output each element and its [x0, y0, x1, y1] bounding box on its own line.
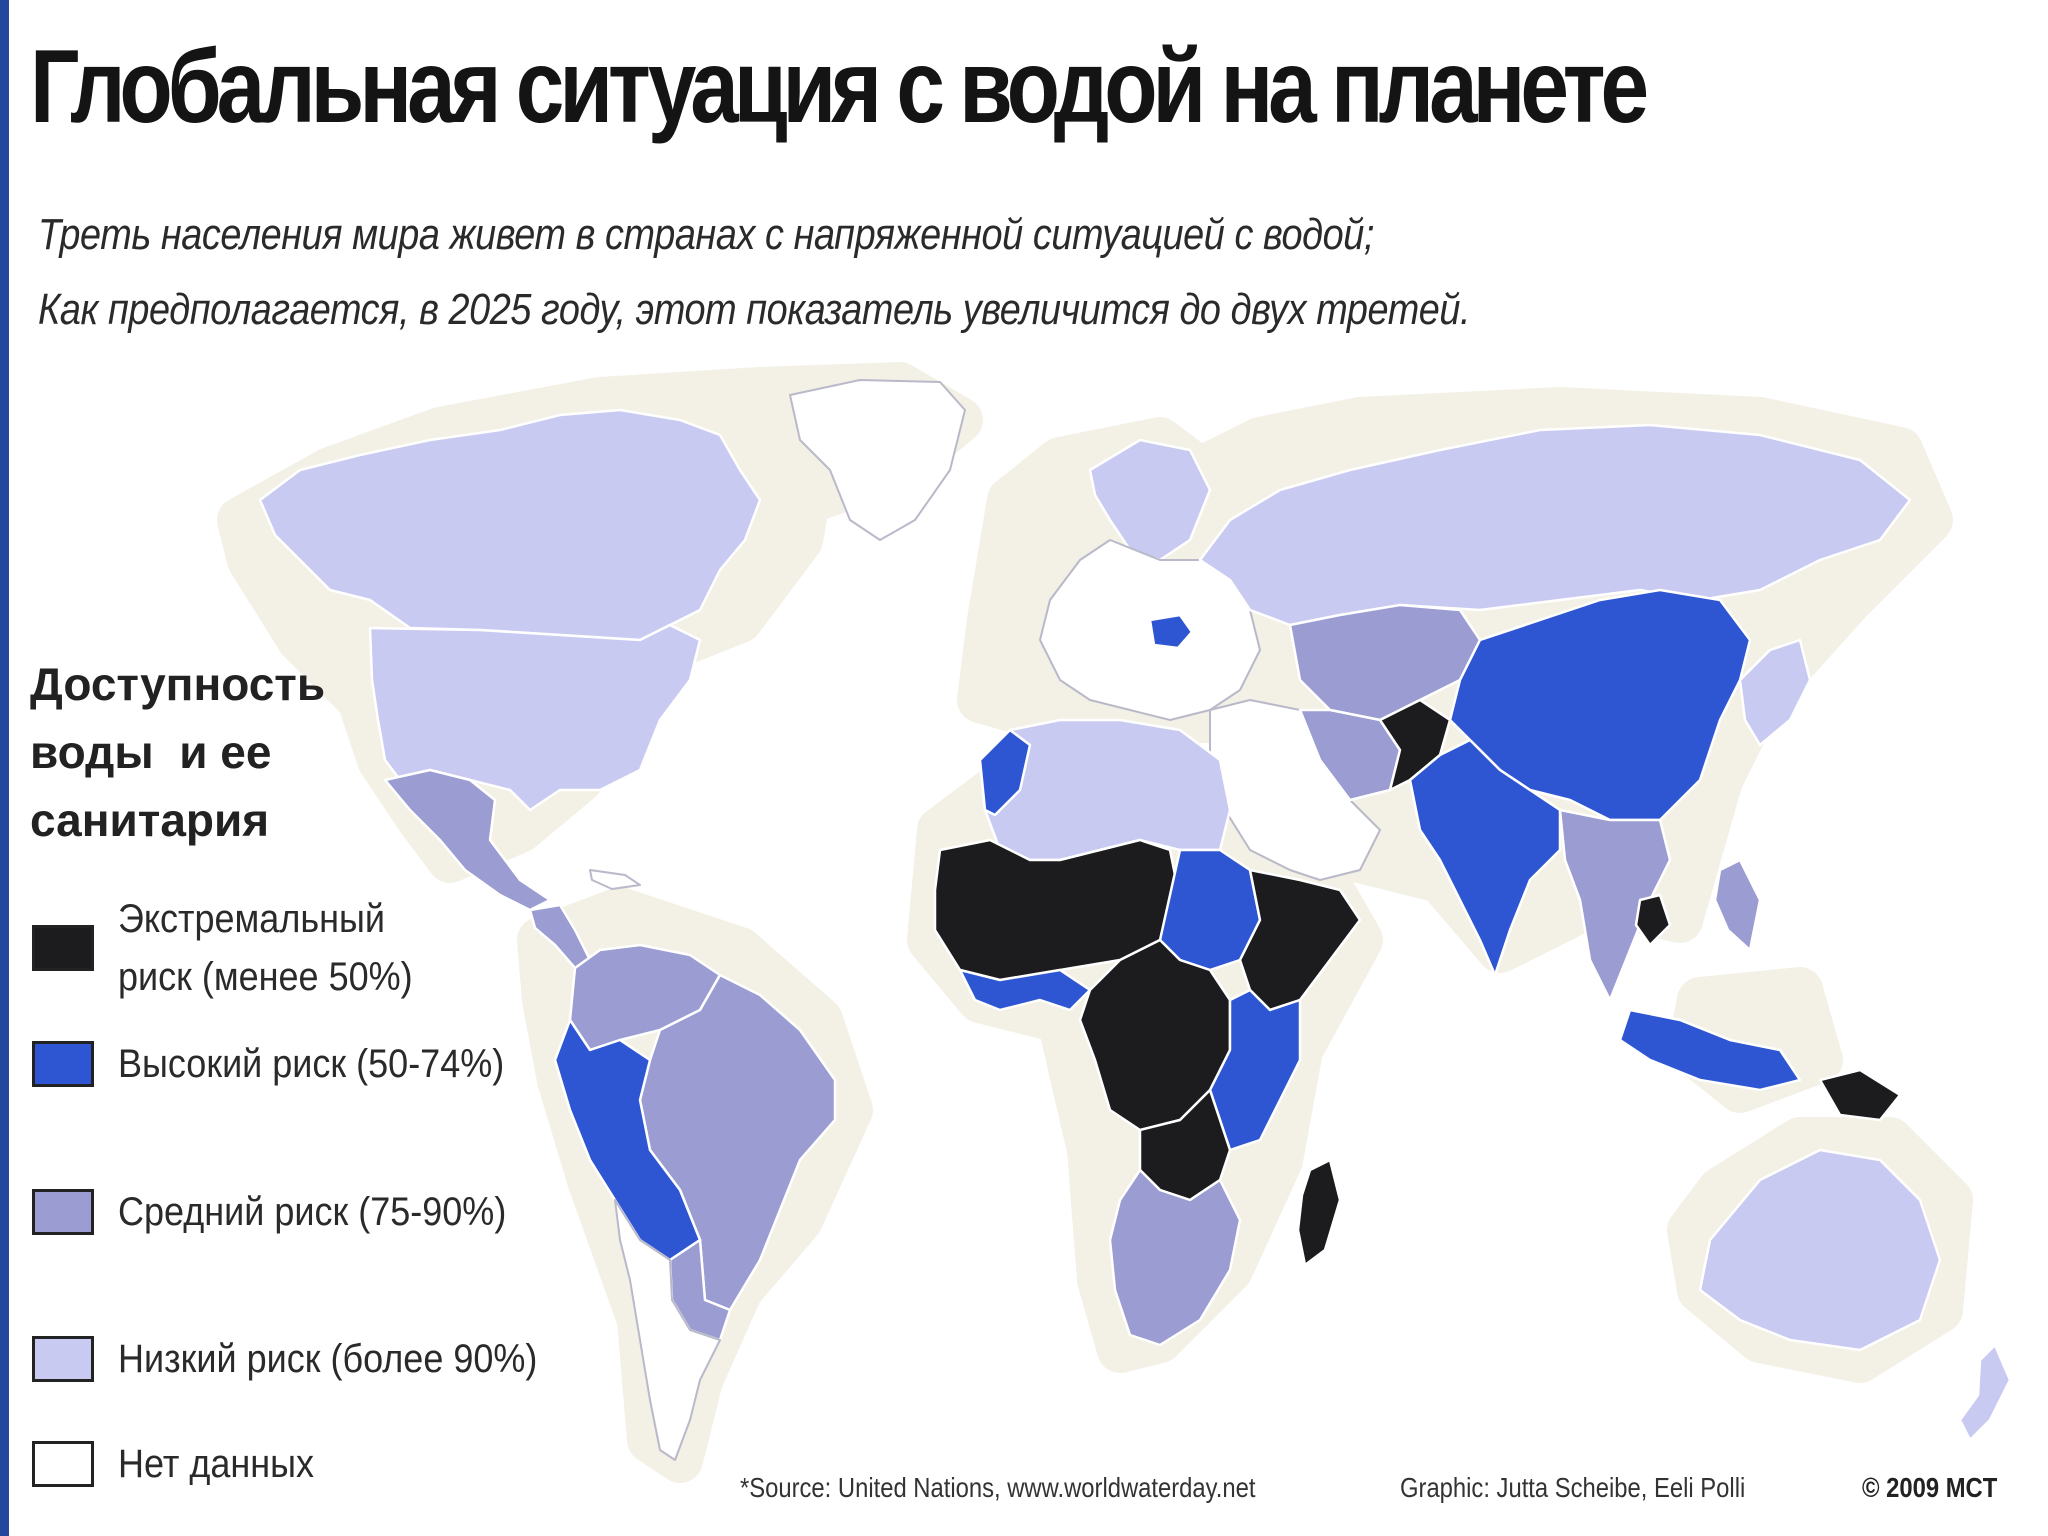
region-scandinavia [1088, 438, 1212, 562]
country-regions [258, 379, 2012, 1461]
legend-item-low: Низкий риск (более 90%) [32, 1330, 584, 1388]
region-chile-argentina [614, 1199, 721, 1461]
region-madagascar [1296, 1158, 1342, 1267]
legend-title-line-2: воды и ее [30, 726, 272, 778]
footer-graphic: Graphic: Jutta Scheibe, Eeli Polli [1400, 1472, 1746, 1503]
footer-source: *Source: United Nations, www.worldwaterd… [740, 1472, 1256, 1503]
accent-side-bar [0, 0, 9, 1536]
legend-label-no-data: Нет данных [118, 1442, 314, 1486]
legend-item-high: Высокий риск (50-74%) [32, 1035, 547, 1093]
legend-swatch-extreme [32, 925, 94, 971]
legend-label-medium: Средний риск (75-90%) [118, 1190, 507, 1234]
region-pakistan-india-nepal [1408, 738, 1562, 977]
region-romania [1148, 613, 1194, 650]
legend-title-line-1: Доступность [30, 658, 326, 710]
subtitle-line-2: Как предполагается, в 2025 году, этот по… [38, 285, 1471, 334]
region-east-africa [1208, 988, 1302, 1152]
legend-swatch-low [32, 1336, 94, 1382]
legend-item-extreme: Экстремальный риск (менее 50%) [32, 890, 478, 1006]
region-canada [258, 408, 762, 642]
legend-swatch-no-data [32, 1441, 94, 1487]
legend-label-high: Высокий риск (50-74%) [118, 1042, 505, 1086]
legend-swatch-high [32, 1041, 94, 1087]
region-cambodia [1634, 893, 1672, 947]
legend-item-medium: Средний риск (75-90%) [32, 1183, 549, 1241]
region-usa [368, 623, 702, 812]
footer-copyright: © 2009 MCT [1862, 1472, 1998, 1503]
region-morocco [978, 728, 1032, 817]
region-southern-africa [1108, 1168, 1242, 1347]
region-myanmar-thailand-vietnam [1558, 808, 1672, 1002]
region-philippines [1713, 858, 1762, 952]
region-west-africa-coast [958, 968, 1092, 1012]
legend-swatch-medium [32, 1189, 94, 1235]
subtitle-line-1: Треть населения мира живет в странах с н… [38, 210, 1374, 259]
legend-label-extreme: Экстремальный риск (менее 50%) [118, 897, 413, 999]
page-title: Глобальная ситуация с водой на планете [30, 29, 1649, 145]
legend-title-line-3: санитария [30, 794, 270, 846]
legend-label-low: Низкий риск (более 90%) [118, 1337, 538, 1381]
region-greenland [789, 379, 966, 541]
region-australia [1698, 1148, 1942, 1352]
region-europe [1039, 539, 1261, 721]
legend-title: Доступность воды и ее санитария [30, 650, 325, 854]
region-caribbean [589, 869, 641, 890]
legend-item-no-data: Нет данных [32, 1435, 336, 1493]
region-korea-japan [1738, 638, 1812, 747]
region-new-zealand [1958, 1343, 2012, 1442]
region-indonesia [1618, 1008, 1802, 1092]
region-mexico [383, 768, 552, 912]
region-papua-new-guinea [1818, 1068, 1902, 1122]
